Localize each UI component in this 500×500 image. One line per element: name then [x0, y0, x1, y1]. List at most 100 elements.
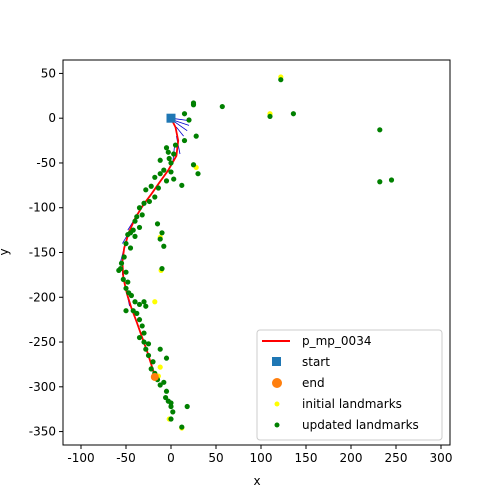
legend-initial-swatch	[274, 401, 280, 407]
updated-landmark-point	[195, 171, 201, 177]
updated-landmark-point	[163, 388, 170, 394]
initial-landmark-point	[152, 299, 158, 305]
updated-landmark-point	[171, 176, 177, 182]
updated-landmark-point	[159, 230, 165, 236]
y-tick-label: -150	[29, 246, 56, 260]
y-tick-label: -200	[29, 290, 56, 304]
updated-landmark-point	[157, 346, 163, 352]
updated-landmark-point	[143, 346, 149, 352]
x-tick-label: 200	[340, 451, 363, 465]
updated-landmark-point	[136, 317, 143, 323]
legend: p_mp_0034 start end initial landmarks up…	[256, 329, 443, 441]
legend-initial-label: initial landmarks	[302, 397, 402, 411]
updated-landmark-point	[163, 145, 170, 151]
heading-arrows	[120, 117, 191, 307]
updated-landmark-point	[377, 127, 383, 133]
updated-landmark-point	[157, 382, 163, 388]
updated-landmark-point	[139, 212, 145, 218]
updated-landmark-point	[181, 137, 188, 144]
updated-landmark-point	[190, 162, 197, 168]
updated-landmark-point	[165, 149, 171, 155]
updated-landmarks	[116, 77, 395, 430]
updated-landmark-point	[168, 400, 174, 406]
updated-landmark-point	[186, 117, 192, 123]
updated-landmark-point	[136, 334, 143, 341]
updated-landmark-point	[141, 330, 147, 336]
updated-landmark-point	[128, 292, 134, 299]
updated-landmark-point	[163, 394, 169, 401]
updated-landmark-point	[157, 157, 163, 163]
updated-landmark-point	[179, 182, 185, 188]
updated-landmark-point	[161, 243, 167, 249]
updated-landmark-point	[123, 240, 129, 247]
updated-landmark-point	[278, 77, 284, 83]
updated-landmark-point	[134, 214, 140, 220]
updated-landmark-point	[136, 205, 143, 211]
x-tick-label: 100	[250, 451, 273, 465]
y-tick-label: -350	[29, 425, 56, 439]
updated-landmark-point	[141, 299, 147, 305]
updated-landmark-point	[123, 285, 129, 291]
updated-landmark-point	[168, 416, 174, 422]
updated-landmark-point	[141, 200, 147, 206]
updated-landmark-point	[143, 187, 149, 193]
updated-landmark-point	[190, 102, 197, 108]
updated-landmark-point	[163, 178, 170, 184]
updated-landmark-point	[136, 224, 143, 231]
updated-landmark-point	[154, 221, 161, 227]
updated-landmark-point	[145, 352, 152, 359]
legend-end-swatch	[272, 378, 282, 388]
updated-landmark-point	[132, 299, 138, 305]
updated-landmark-point	[143, 303, 149, 309]
updated-landmark-point	[219, 103, 225, 110]
updated-landmark-point	[125, 231, 131, 238]
updated-landmark-point	[181, 111, 188, 117]
y-tick-label: -300	[29, 380, 56, 394]
updated-landmark-point	[172, 142, 179, 148]
updated-landmark-point	[125, 279, 131, 285]
path-line	[121, 117, 180, 377]
legend-start-label: start	[302, 355, 330, 369]
updated-landmark-point	[377, 179, 383, 185]
updated-landmark-point	[152, 194, 158, 200]
updated-landmark-point	[148, 366, 154, 372]
updated-landmark-point	[116, 267, 122, 274]
updated-landmark-point	[132, 218, 138, 224]
updated-landmark-point	[193, 133, 199, 139]
initial-landmark-point	[157, 364, 163, 370]
updated-landmark-point	[141, 339, 147, 345]
updated-landmark-point	[134, 310, 140, 316]
updated-landmark-point	[179, 424, 185, 430]
updated-landmark-point	[152, 174, 158, 180]
updated-landmark-point	[146, 198, 152, 205]
legend-box	[256, 329, 443, 441]
updated-landmark-point	[145, 341, 152, 347]
updated-landmark-point	[157, 236, 163, 242]
updated-landmark-point	[150, 359, 156, 365]
updated-landmark-point	[388, 177, 395, 183]
updated-landmark-point	[170, 409, 176, 415]
updated-landmark-point	[159, 266, 165, 272]
updated-landmark-point	[168, 160, 174, 166]
updated-landmark-point	[132, 233, 138, 239]
legend-end-label: end	[302, 376, 325, 390]
updated-landmark-point	[184, 403, 190, 410]
trajectory-path	[121, 117, 180, 377]
updated-landmark-point	[155, 185, 161, 191]
updated-landmark-point	[123, 269, 129, 275]
updated-landmark-point	[136, 301, 143, 308]
updated-landmark-point	[148, 183, 154, 189]
x-tick-label: 300	[430, 451, 453, 465]
x-tick-label: 50	[208, 451, 223, 465]
legend-path-label: p_mp_0034	[302, 334, 371, 348]
x-axis-label: x	[253, 474, 260, 488]
updated-landmark-point	[163, 355, 170, 361]
x-tick-label: -100	[67, 451, 94, 465]
updated-landmark-point	[166, 155, 172, 162]
updated-landmark-point	[290, 111, 296, 117]
axis-ticks: -100 -50 0 50 100 150 200 250 300 50 0 -50 -100 -150 -…	[29, 66, 453, 465]
heading-arrow	[174, 121, 188, 132]
legend-updated-label: updated landmarks	[302, 418, 419, 432]
legend-start-swatch	[272, 357, 281, 366]
